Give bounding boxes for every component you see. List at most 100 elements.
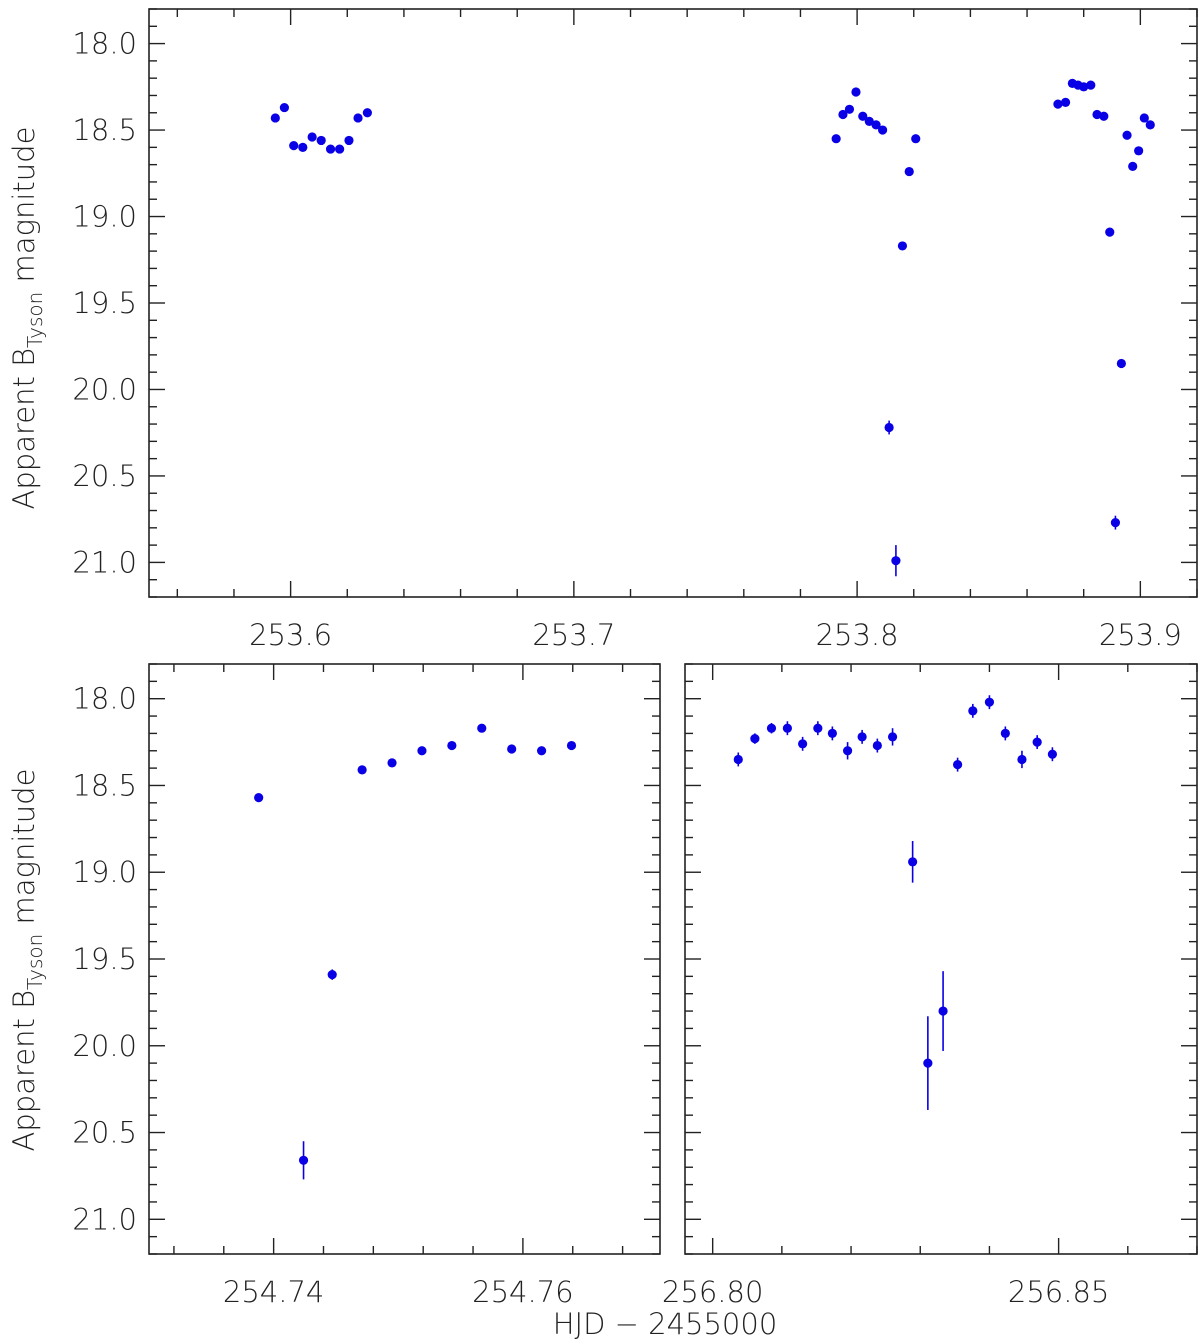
point-marker: [857, 732, 867, 742]
y-tick-label: 18.5: [72, 113, 137, 147]
point-marker: [938, 1006, 948, 1016]
data-point: [1060, 97, 1071, 107]
data-point: [325, 144, 336, 154]
data-point: [447, 740, 457, 751]
x-tick-label: 253.9: [1099, 618, 1182, 652]
point-marker: [507, 744, 517, 754]
point-marker: [827, 728, 837, 739]
point-marker: [871, 120, 881, 130]
y-tick-label: 20.0: [72, 1029, 137, 1063]
data-point: [897, 241, 908, 251]
point-marker: [887, 732, 898, 742]
point-marker: [536, 746, 547, 756]
point-marker: [477, 723, 487, 733]
data-point: [782, 721, 793, 736]
data-point: [1099, 111, 1109, 121]
data-point: [851, 87, 861, 97]
x-tick-label: 256.80: [662, 1275, 763, 1309]
data-point: [316, 135, 326, 146]
point-marker: [1060, 97, 1071, 107]
data-point: [507, 744, 517, 754]
data-point: [831, 134, 841, 144]
point-marker: [911, 134, 921, 144]
point-marker: [270, 113, 280, 123]
point-marker: [838, 109, 848, 120]
point-marker: [831, 134, 841, 144]
x-tick-label: 253.6: [249, 618, 332, 652]
data-point: [353, 113, 363, 123]
point-marker: [357, 765, 367, 775]
point-marker: [1122, 130, 1132, 140]
data-point: [733, 752, 743, 767]
data-point: [1145, 120, 1155, 130]
y-tick-label: 18.0: [72, 682, 137, 716]
data-point: [871, 120, 881, 130]
data-point: [536, 746, 547, 756]
top-panel: 18.0 18.5 19.0 19.5 20.0 20.5 21.0 253.6 253.7 25…: [72, 8, 1198, 652]
point-marker: [1145, 120, 1155, 130]
x-axis-title: HJD − 2455000: [553, 1307, 778, 1341]
point-marker: [923, 1058, 933, 1068]
data-point: [891, 545, 901, 577]
data-point: [938, 971, 948, 1051]
point-marker: [279, 102, 289, 113]
bottom-left-panel: 18.0 18.5 19.0 19.5 20.0 20.5 21.0 254.74 254.76: [72, 663, 661, 1309]
data-point: [1032, 735, 1042, 750]
point-marker: [316, 135, 326, 146]
data-point: [307, 132, 317, 142]
y-tick-label: 18.5: [72, 768, 137, 802]
data-point: [362, 108, 372, 118]
data-point: [270, 113, 280, 123]
point-marker: [362, 108, 372, 118]
point-marker: [417, 746, 427, 756]
point-marker: [298, 142, 308, 152]
data-point: [984, 695, 995, 710]
x-tick-label: 253.7: [532, 618, 615, 652]
data-point: [1053, 99, 1063, 109]
point-marker: [844, 104, 855, 114]
data-point: [1134, 146, 1144, 156]
data-point: [1017, 750, 1027, 769]
point-marker: [1017, 754, 1027, 765]
data-point: [872, 738, 882, 753]
point-marker: [878, 125, 888, 135]
data-point: [798, 736, 808, 751]
y-tick-label: 21.0: [72, 1202, 137, 1236]
point-marker: [1116, 358, 1126, 369]
point-marker: [782, 723, 793, 733]
y-tick-label: 20.5: [72, 459, 137, 493]
point-marker: [904, 166, 914, 177]
data-point: [887, 728, 898, 746]
data-point: [766, 723, 777, 734]
data-point: [566, 740, 577, 751]
point-marker: [1128, 161, 1138, 171]
point-marker: [566, 740, 577, 751]
point-marker: [984, 697, 995, 707]
data-point: [387, 758, 397, 768]
point-marker: [1086, 80, 1096, 90]
bottom-right-frame: [684, 663, 1198, 1255]
top-frame: [148, 8, 1198, 598]
point-marker: [750, 734, 760, 744]
point-marker: [1110, 518, 1121, 528]
data-point: [289, 141, 299, 151]
data-point: [844, 104, 855, 114]
x-tick-label: 254.74: [223, 1275, 324, 1309]
point-marker: [872, 740, 882, 751]
data-point: [857, 729, 867, 744]
point-marker: [897, 241, 908, 251]
point-marker: [353, 113, 363, 123]
point-marker: [327, 970, 337, 980]
point-marker: [858, 111, 868, 121]
data-point: [878, 125, 888, 135]
data-point: [884, 420, 894, 435]
x-tick-label: 253.8: [816, 618, 899, 652]
point-marker: [953, 760, 963, 770]
data-point: [842, 742, 853, 760]
point-marker: [1139, 113, 1149, 123]
data-point: [298, 142, 308, 152]
point-marker: [891, 556, 901, 566]
y-tick-label: 19.5: [72, 286, 137, 320]
point-marker: [335, 144, 345, 154]
